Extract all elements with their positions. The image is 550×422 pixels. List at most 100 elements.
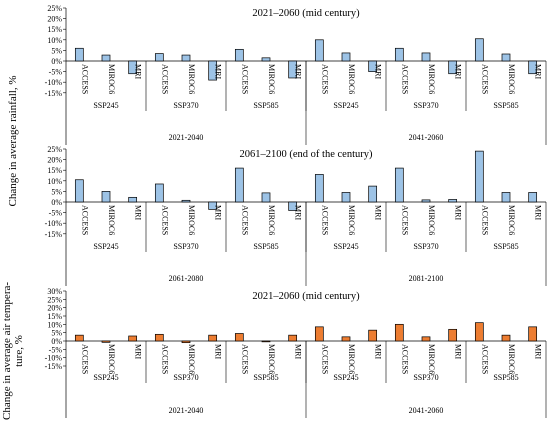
panel2-bar	[74, 179, 84, 203]
panel2-category-label: ACCESS	[160, 205, 169, 235]
panel1-bar	[528, 60, 538, 75]
panel2-bar	[288, 201, 298, 211]
y-axis-label-temperature-line1: Change in average air tempera-	[1, 282, 13, 420]
panel1-category-label: MIROC6	[107, 64, 116, 94]
panel3-bar	[341, 336, 351, 342]
panel3-bar	[181, 340, 191, 344]
panel1-scenario-label: SSP585	[493, 101, 518, 110]
panel3-scenario-label: SSP585	[493, 373, 518, 382]
panel2-bar	[154, 183, 164, 203]
panel1-bar	[288, 60, 298, 79]
panel3-ytick-label: 0%	[51, 337, 62, 346]
panel1-category-label: MRI	[134, 64, 143, 79]
panel2-bar	[314, 174, 324, 203]
y-axis-label-rainfall: Change in average rainfall, %	[7, 75, 19, 206]
panel2-bar	[501, 192, 511, 203]
panel3-title: 2021–2060 (mid century)	[252, 291, 360, 302]
panel3-period-label: 2021-2040	[169, 406, 204, 415]
panel2-scenario-label: SSP370	[173, 242, 198, 251]
panel2-category-label: MRI	[214, 205, 223, 220]
panel1-category-label: ACCESS	[400, 64, 409, 94]
panel2-scenario-label: SSP245	[93, 242, 118, 251]
panel3-ytick-label: 30%	[47, 287, 62, 296]
panel1-category-label: MRI	[534, 64, 543, 79]
panel2-category-label: MRI	[374, 205, 383, 220]
panel1-ytick-label: 0%	[51, 57, 62, 66]
panel3-scenario-label: SSP370	[413, 373, 438, 382]
panel1-category-label: ACCESS	[160, 64, 169, 94]
panel3-ytick-label: 5%	[51, 329, 62, 338]
panel1-ytick-label: 5%	[51, 46, 62, 55]
panel1-category-label: MIROC6	[187, 64, 196, 94]
panel1-bar	[181, 54, 191, 62]
panel2-bar	[421, 199, 431, 203]
panel1-ytick-label: 20%	[47, 15, 62, 24]
panel2-category-label: MRI	[534, 205, 543, 220]
panel2-ytick-label: 5%	[51, 187, 62, 196]
panel3-bar	[208, 334, 218, 342]
panel1-category-label: MRI	[374, 64, 383, 79]
panel3-bar	[474, 322, 484, 342]
panel3-ytick-label: 20%	[47, 304, 62, 313]
panel1-bar	[74, 47, 84, 62]
panel3-category-label: MRI	[134, 344, 143, 359]
panel3-bar	[288, 334, 298, 342]
panel2-bar	[181, 199, 191, 203]
panel3-category-label: ACCESS	[480, 344, 489, 374]
panel3-ytick-label: 25%	[47, 295, 62, 304]
panel1-bar	[501, 53, 511, 62]
panel3-bar	[234, 333, 244, 342]
panel1-bar	[421, 52, 431, 62]
panel2-category-label: MIROC6	[187, 205, 196, 235]
panel2-category-label: MIROC6	[347, 205, 356, 235]
panel1-category-label: ACCESS	[240, 64, 249, 94]
panel1-ytick-label: -15%	[45, 89, 63, 98]
panel2-bar	[261, 192, 271, 203]
panel3-category-label: ACCESS	[320, 344, 329, 374]
panel3-bar	[368, 329, 378, 342]
panel2-category-label: ACCESS	[80, 205, 89, 235]
panel3-category-label: MRI	[454, 344, 463, 359]
panel3-bar	[528, 326, 538, 342]
panel1-category-label: MRI	[454, 64, 463, 79]
panel2-category-label: ACCESS	[400, 205, 409, 235]
panel1-bar	[101, 54, 111, 62]
panel1-ytick-label: -5%	[49, 68, 63, 77]
panel2-bar	[208, 201, 218, 210]
panel1-period-label: 2041-2060	[409, 133, 444, 142]
panel1-ytick-label: -10%	[45, 78, 63, 87]
panel3-bar	[448, 328, 458, 342]
panel3-category-label: MRI	[534, 344, 543, 359]
panel1-bar	[474, 38, 484, 62]
panel1-ytick-label: 10%	[47, 36, 62, 45]
panel1-bar	[261, 57, 271, 62]
panel1-bar	[128, 60, 138, 75]
panel2-category-label: MIROC6	[427, 205, 436, 235]
panel2-scenario-label: SSP370	[413, 242, 438, 251]
panel3-category-label: ACCESS	[160, 344, 169, 374]
panel3-scenario-label: SSP245	[93, 373, 118, 382]
panel2-scenario-label: SSP585	[253, 242, 278, 251]
panel2-category-label: MIROC6	[507, 205, 516, 235]
panel1-bar	[341, 52, 351, 62]
panel3-category-label: ACCESS	[400, 344, 409, 374]
panel1-bar	[208, 60, 218, 81]
panel1-category-label: MIROC6	[267, 64, 276, 94]
panel3-category-label: MIROC6	[267, 344, 276, 374]
panel2-category-label: ACCESS	[320, 205, 329, 235]
panel3-category-label: MRI	[374, 344, 383, 359]
panel2-bar	[448, 199, 458, 203]
panel2-period-label: 2081-2100	[409, 274, 444, 283]
panel1-category-label: MRI	[214, 64, 223, 79]
panel3-bar	[394, 323, 404, 342]
panel3-scenario-label: SSP245	[333, 373, 358, 382]
panel3-bar	[154, 333, 164, 342]
panel2-ytick-label: -5%	[49, 209, 63, 218]
panel1-scenario-label: SSP245	[93, 101, 118, 110]
panel3-bar	[501, 334, 511, 342]
panel3-category-label: MIROC6	[507, 344, 516, 374]
panel2-ytick-label: 0%	[51, 198, 62, 207]
panel2-category-label: MRI	[454, 205, 463, 220]
